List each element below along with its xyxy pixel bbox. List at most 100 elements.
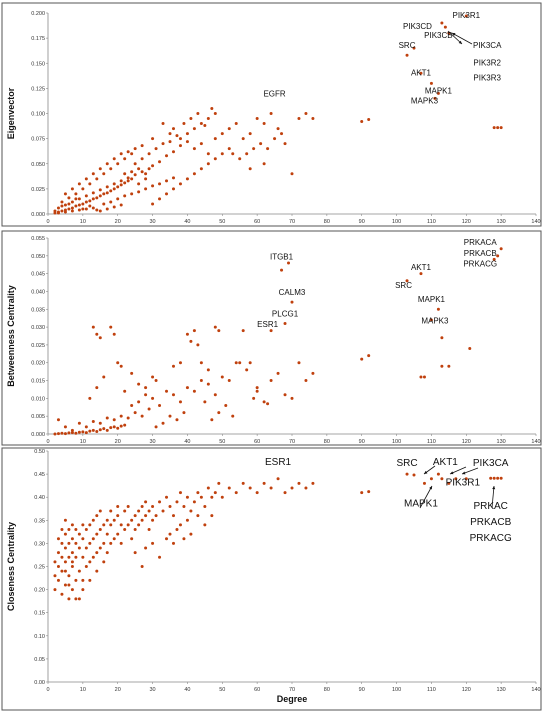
data-point [182, 411, 186, 415]
data-point [165, 495, 169, 499]
annotation-label: PIK3CA [473, 458, 509, 469]
data-point [56, 537, 60, 541]
data-point [206, 382, 210, 386]
x-tick-label: 70 [289, 687, 295, 693]
data-point [255, 491, 259, 495]
x-tick-label: 100 [392, 439, 401, 445]
chart-panel-3: 0 10 20 30 40 50 60 70 80 90 100 110 120 130 140 0.00 0.… [1, 447, 542, 711]
data-point [140, 504, 144, 508]
panel-frame [1, 447, 542, 711]
annotation-label: MAPK1 [404, 498, 438, 509]
data-point [88, 204, 92, 208]
y-axis-title: Eigenvector [6, 87, 16, 139]
data-point [74, 597, 78, 601]
data-point [63, 532, 67, 536]
data-point [70, 200, 74, 204]
annotation-label: PIK3R1 [446, 478, 481, 489]
data-point [88, 541, 92, 545]
data-point [412, 46, 416, 50]
pointer-arrowhead [424, 470, 428, 474]
data-point [196, 514, 200, 518]
data-point [499, 247, 503, 251]
data-point [266, 402, 270, 406]
data-point [262, 122, 266, 126]
data-point [91, 537, 95, 541]
data-point [199, 379, 203, 383]
data-point [105, 518, 109, 522]
data-point [158, 500, 162, 504]
data-point [112, 205, 116, 209]
data-point [283, 491, 287, 495]
data-point [412, 473, 416, 477]
data-point [161, 122, 165, 126]
data-point [130, 537, 134, 541]
data-point [147, 509, 151, 513]
y-tick-label: 0.175 [31, 36, 45, 42]
data-point [74, 431, 78, 435]
y-tick-label: 0.10 [34, 634, 45, 640]
data-point [464, 14, 468, 18]
annotation-label: PRKACA [464, 238, 498, 247]
data-point [454, 477, 458, 481]
data-point [137, 167, 141, 171]
data-point [123, 172, 127, 176]
data-point [91, 420, 95, 424]
data-point [98, 167, 102, 171]
data-point [63, 569, 67, 573]
data-point [178, 137, 182, 141]
annotation-label: PRKACB [464, 249, 497, 258]
data-point [123, 509, 127, 513]
data-point [63, 203, 67, 207]
data-point [102, 427, 106, 431]
data-point [144, 177, 148, 181]
data-point [192, 329, 196, 333]
data-point [189, 509, 193, 513]
x-tick-label: 140 [531, 687, 540, 693]
data-point [133, 162, 137, 166]
x-tick-label: 50 [219, 219, 225, 225]
chart-panel-2: 0 10 20 30 40 50 60 70 80 90 100 110 120 130 140 0.000 0… [1, 230, 542, 446]
y-tick-label: 0.20 [34, 588, 45, 594]
data-point [182, 504, 186, 508]
data-point [53, 588, 57, 592]
data-point [74, 204, 78, 208]
data-point [252, 147, 256, 151]
data-point [171, 364, 175, 368]
x-tick-label: 60 [254, 439, 260, 445]
data-point [234, 122, 238, 126]
data-point [192, 172, 196, 176]
data-point [105, 416, 109, 420]
data-point [297, 117, 301, 121]
x-tick-label: 60 [254, 687, 260, 693]
data-point [74, 197, 78, 201]
data-point [210, 106, 214, 110]
data-point [178, 400, 182, 404]
data-point [74, 578, 78, 582]
x-tick-label: 20 [115, 439, 121, 445]
pointer-arrow [491, 485, 495, 509]
data-point [231, 152, 235, 156]
data-point [234, 491, 238, 495]
annotation-label: PRKACB [470, 517, 511, 528]
x-tick-label: 80 [324, 687, 330, 693]
data-point [91, 428, 95, 432]
data-point [63, 518, 67, 522]
data-point [56, 418, 60, 422]
x-tick-label: 90 [359, 439, 365, 445]
data-point [70, 431, 74, 435]
x-tick-label: 40 [184, 439, 190, 445]
pointer-arrow [451, 32, 473, 45]
data-point [60, 569, 64, 573]
data-point [95, 177, 99, 181]
data-point [192, 147, 196, 151]
data-point [119, 203, 123, 207]
data-point [74, 541, 78, 545]
data-point [126, 416, 130, 420]
data-point [269, 379, 273, 383]
data-point [81, 537, 85, 541]
x-axis-title: Degree [277, 694, 308, 704]
data-point [304, 379, 308, 383]
data-point [496, 126, 500, 130]
data-point [123, 194, 127, 198]
data-point [70, 565, 74, 568]
